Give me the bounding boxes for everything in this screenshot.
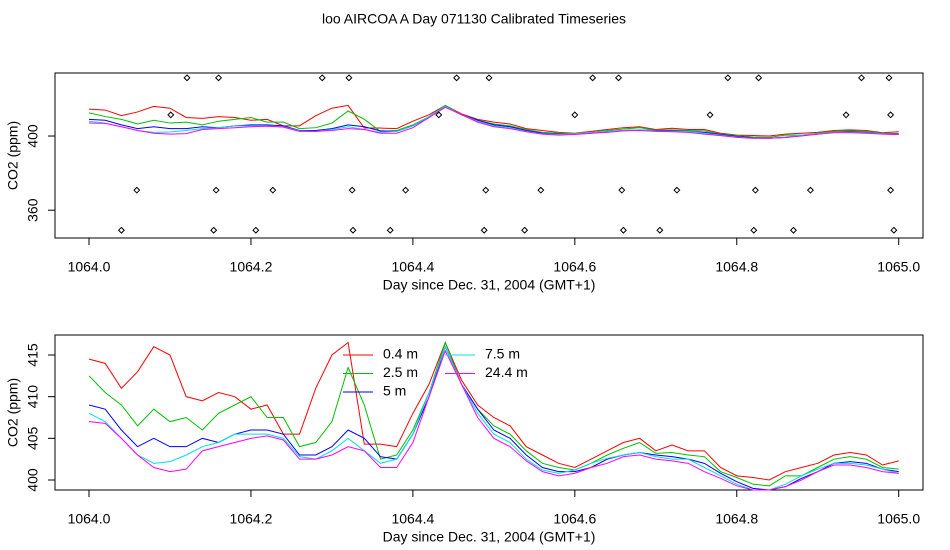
point <box>857 74 865 82</box>
point <box>348 186 356 194</box>
point <box>386 226 394 234</box>
point <box>117 226 125 234</box>
y-axis-label: CO2 (ppm) <box>5 378 21 447</box>
legend-label: 24.4 m <box>485 364 528 380</box>
y-tick-label: 405 <box>25 426 41 450</box>
point <box>521 226 529 234</box>
point <box>345 74 353 82</box>
point <box>706 111 714 119</box>
y-tick-label: 415 <box>25 343 41 367</box>
point <box>724 74 732 82</box>
x-tick-label: 1065.0 <box>877 259 920 275</box>
legend-label: 2.5 m <box>383 364 418 380</box>
series-line <box>88 104 899 137</box>
x-axis-label: Day since Dec. 31, 2004 (GMT+1) <box>383 277 596 293</box>
point <box>210 226 218 234</box>
x-tick-label: 1064.2 <box>230 259 273 275</box>
point <box>890 226 898 234</box>
y-tick-label: 400 <box>25 468 41 492</box>
legend-label: 0.4 m <box>383 346 418 362</box>
point <box>349 226 357 234</box>
x-tick-label: 1064.8 <box>715 259 758 275</box>
point <box>485 74 493 82</box>
point <box>318 74 326 82</box>
series-line <box>88 104 899 138</box>
point <box>656 226 664 234</box>
x-tick-label: 1064.0 <box>68 259 111 275</box>
point <box>751 186 759 194</box>
point <box>402 186 410 194</box>
point <box>571 111 579 119</box>
legend-label: 5 m <box>383 383 406 399</box>
point <box>167 111 175 119</box>
point <box>269 186 277 194</box>
y-tick-label: 410 <box>25 385 41 409</box>
x-tick-label: 1064.0 <box>68 511 111 527</box>
point <box>618 186 626 194</box>
x-axis-label: Day since Dec. 31, 2004 (GMT+1) <box>383 529 596 545</box>
point <box>619 226 627 234</box>
point <box>252 226 260 234</box>
chart-title: loo AIRCOA A Day 071130 Calibrated Times… <box>322 11 626 27</box>
x-tick-label: 1064.4 <box>391 259 434 275</box>
point <box>885 74 893 82</box>
x-tick-label: 1064.6 <box>553 511 596 527</box>
y-axis-label: CO2 (ppm) <box>5 121 21 190</box>
plot-frame <box>54 72 924 239</box>
series-line <box>88 341 899 487</box>
point <box>887 186 895 194</box>
point <box>215 74 223 82</box>
point <box>673 186 681 194</box>
point <box>589 74 597 82</box>
point <box>537 186 545 194</box>
y-tick-label: 400 <box>25 124 41 148</box>
x-tick-label: 1065.0 <box>877 511 920 527</box>
x-tick-label: 1064.6 <box>553 259 596 275</box>
point <box>212 186 220 194</box>
point <box>789 226 797 234</box>
point <box>842 111 850 119</box>
y-tick-label: 360 <box>25 198 41 222</box>
point <box>435 111 443 119</box>
point <box>806 186 814 194</box>
point <box>887 111 895 119</box>
x-tick-label: 1064.2 <box>230 511 273 527</box>
point <box>480 226 488 234</box>
series-line <box>88 106 899 139</box>
point <box>750 226 758 234</box>
point <box>133 186 141 194</box>
point <box>183 74 191 82</box>
point <box>453 74 461 82</box>
legend-label: 7.5 m <box>485 346 520 362</box>
point <box>482 186 490 194</box>
series-line <box>88 341 899 481</box>
point <box>755 74 763 82</box>
x-tick-label: 1064.4 <box>391 511 434 527</box>
series-line <box>88 349 899 491</box>
x-tick-label: 1064.8 <box>715 511 758 527</box>
point <box>615 74 623 82</box>
